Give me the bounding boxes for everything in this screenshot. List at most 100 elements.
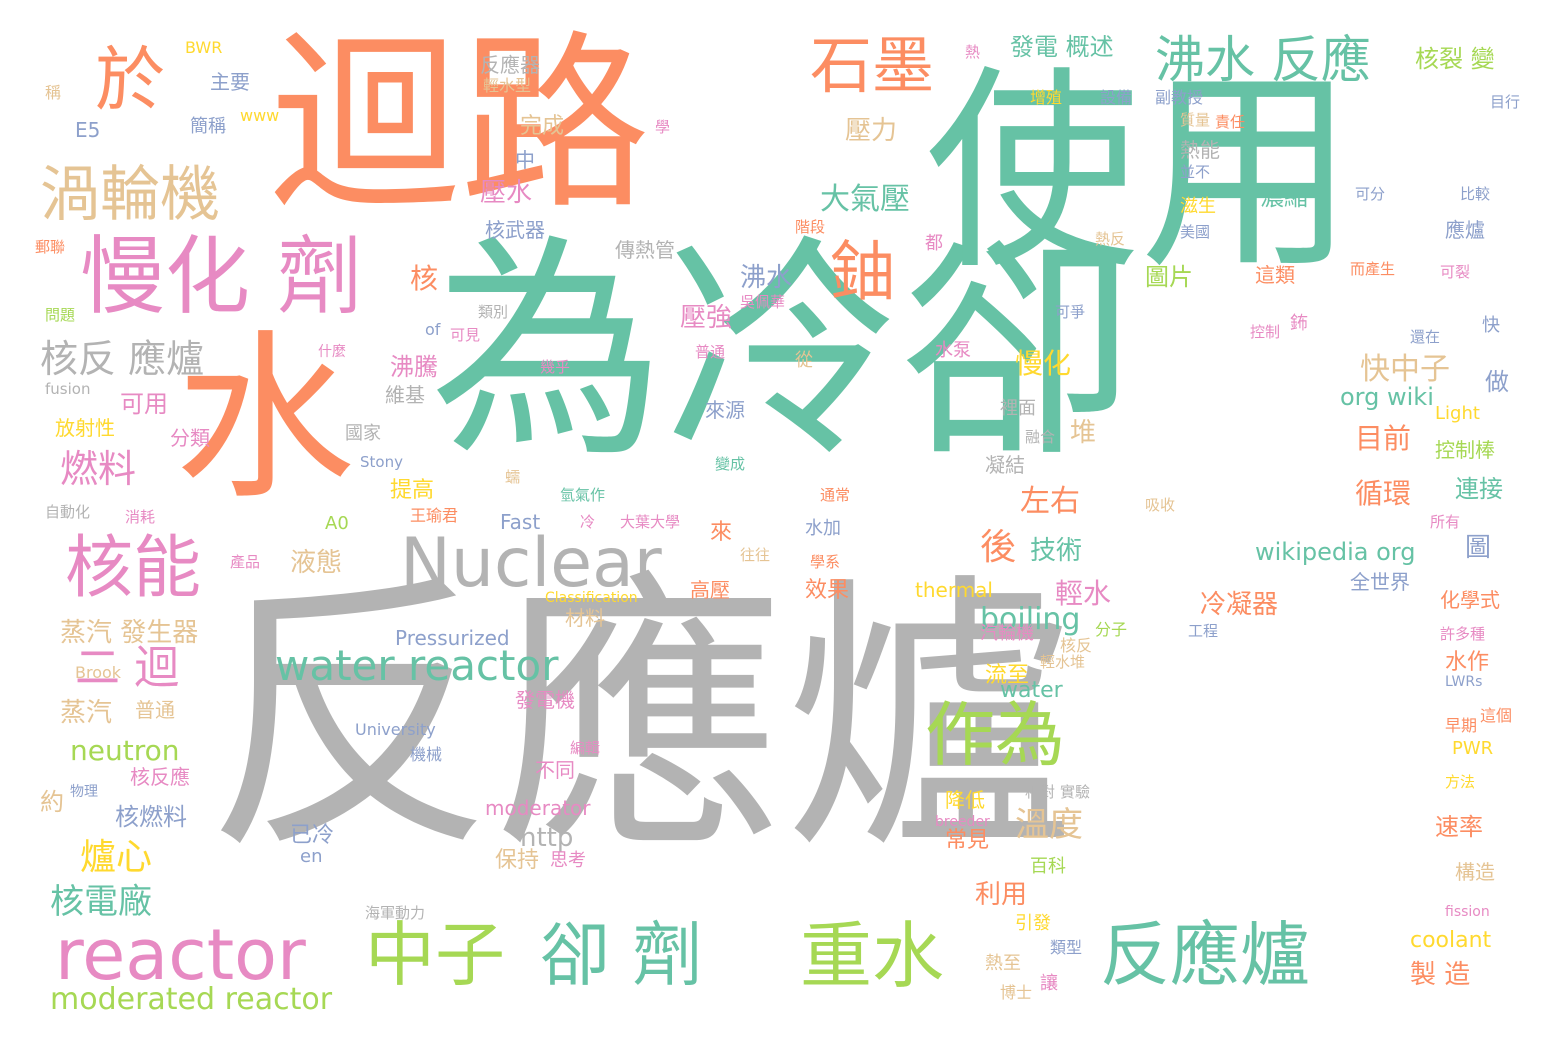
word-119: coolant [1410,928,1492,953]
word-36: en [300,846,323,867]
word-38: 思考 [550,850,586,871]
word-127: 快 [1482,315,1500,336]
word-54: 壓水 [480,178,533,208]
word-101: 目前 [1355,422,1412,455]
word-176: 郵聯 [35,238,66,256]
word-152: 增殖 [1030,88,1063,107]
word-137: 裡面 [1000,398,1036,419]
word-95: 海軍動力 [365,904,426,922]
word-98: 快中子 [1360,352,1450,387]
word-155: 質量 [1180,111,1211,129]
word-9: 核反 應爐 [40,337,205,381]
word-20: water reactor [275,641,559,690]
word-156: 責任 [1215,113,1246,131]
word-84: 核反 [1060,636,1093,655]
word-108: 發電 概述 [1010,33,1114,61]
word-50: 壓力 [845,116,898,146]
word-11: 鈾 [830,235,896,310]
word-179: 變成 [715,455,746,473]
word-23: 二 迴 [75,641,180,694]
word-113: 熱能 [1180,138,1220,162]
word-79: boiling [980,602,1081,637]
word-30: 爐心 [80,837,153,878]
word-49: 大氣壓 [820,182,910,217]
word-22: 燃料 [60,447,137,491]
word-184: 融合 [1025,428,1056,446]
word-13: Nuclear [400,524,662,603]
word-180: 通常 [820,486,851,504]
word-83: 分子 [1095,620,1128,639]
word-186: 所有 [1430,513,1461,531]
word-97: thermal [915,578,993,602]
word-172: 幾乎 [540,358,571,376]
word-82: 汽輪機 [980,623,1034,644]
word-138: 凝結 [985,453,1025,477]
word-167: 控制 [1250,323,1281,341]
word-126: 做 [1485,368,1509,396]
word-67: 放射性 [55,416,115,440]
word-63: 王瑜君 [410,506,459,525]
word-178: 學 [655,118,671,136]
word-74: 後 [980,527,1017,568]
word-125: Light [1435,403,1480,424]
word-68: fusion [45,380,91,398]
word-80: water [1000,678,1063,703]
word-160: 可裂 [1440,263,1471,281]
word-116: 連接 [1455,475,1503,503]
word-19: 作為 [925,694,1065,776]
word-115: 控制棒 [1435,438,1495,462]
word-72: 可見 [450,326,481,344]
word-112: 這類 [1255,263,1295,287]
word-10: 石墨 [810,29,935,102]
word-21: moderated reactor [50,982,333,1017]
word-89: 引發 [1015,913,1051,934]
word-28: 核反應 [130,765,190,789]
word-159: 比較 [1460,185,1491,203]
word-132: E5 [75,118,101,142]
word-188: 產品 [230,553,261,571]
word-4: 水 [175,315,356,524]
word-169: 可爭 [1055,303,1086,321]
word-0: 反應爐 [205,551,1075,888]
word-66: 分類 [170,426,210,450]
word-6: 慢化 劑 [80,228,363,327]
word-131: 簡稱 [190,116,226,137]
word-142: 從 [795,350,813,371]
word-174: 階段 [795,218,826,236]
word-118: 製 造 [1410,960,1471,990]
word-183: 大葉大學 [620,513,681,531]
word-187: 往往 [740,546,771,564]
word-18: 反應爐 [1100,914,1310,996]
word-40: 不同 [535,758,575,782]
word-103: wikipedia org [1255,538,1416,566]
word-1: 為冷卻 [430,216,1135,489]
word-2: 使用 [925,47,1355,298]
word-71: of [425,320,441,339]
word-162: 美國 [1180,223,1211,241]
word-59: 沸騰 [390,353,438,381]
word-77: 溫度 [1015,805,1083,845]
word-46: Brook [75,663,122,682]
word-123: 方法 [1445,773,1476,791]
word-165: 熱反 [1095,230,1126,248]
word-29: 核燃料 [115,803,187,831]
word-90: 熱至 [985,953,1021,974]
word-85: 輕水堆 [1040,653,1086,671]
word-70: 什麼 [318,344,346,360]
word-135: 來源 [705,398,745,422]
word-143: 來 [710,520,733,545]
word-163: 滋生 [1180,196,1216,217]
word-193: 相對 [1025,783,1056,801]
word-141: 水泵 [935,340,971,361]
word-87: 常見 [945,828,990,853]
word-62: 提高 [390,478,435,503]
word-65: 可用 [120,390,168,418]
word-76: 左右 [1020,484,1080,519]
word-122: 構造 [1455,860,1495,884]
word-51: 完成 [520,114,565,139]
word-60: 維基 [385,383,425,407]
word-32: 約 [40,788,64,816]
word-44: Pressurized [395,626,510,650]
word-33: 物理 [70,784,98,800]
